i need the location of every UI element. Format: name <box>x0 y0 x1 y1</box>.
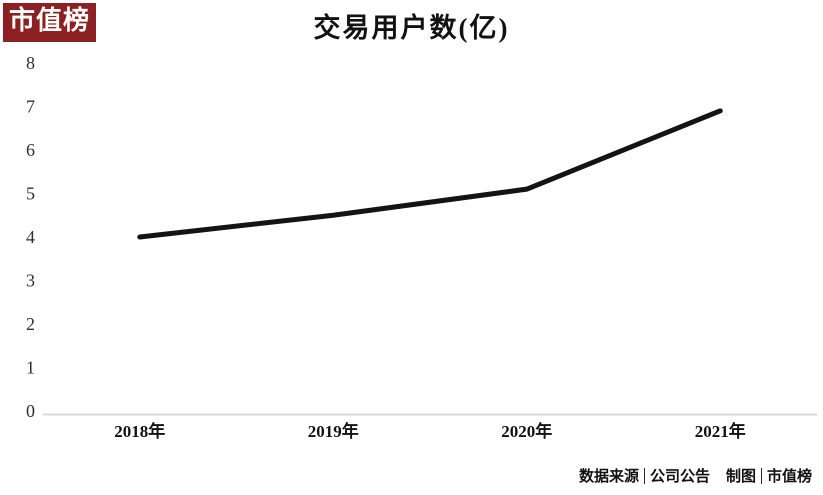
y-axis-tick-label: 5 <box>26 184 35 204</box>
credits: 数据来源 公司公告 制图 市值榜 <box>579 465 812 486</box>
credits-maker-label: 制图 <box>725 469 756 485</box>
y-axis-tick-label: 2 <box>26 314 35 334</box>
y-axis-tick-label: 4 <box>26 227 35 247</box>
shizhibang-logo: 市值榜 <box>3 3 97 42</box>
credits-divider-icon <box>643 467 645 484</box>
y-axis-tick-label: 7 <box>26 97 35 117</box>
y-axis-tick-label: 0 <box>26 401 35 421</box>
data-line <box>137 108 723 240</box>
credits-maker-value: 市值榜 <box>766 469 812 485</box>
credits-source-value: 公司公告 <box>649 469 710 485</box>
x-axis-tick-label: 2021年 <box>695 421 746 441</box>
y-axis-tick-label: 8 <box>26 53 35 73</box>
y-axis-tick-label: 1 <box>26 358 35 378</box>
y-axis-tick-label: 3 <box>26 271 35 291</box>
x-axis-tick-label: 2018年 <box>114 421 165 441</box>
credits-source-label: 数据来源 <box>578 469 639 485</box>
chart-title: 交易用户数(亿) <box>313 13 510 43</box>
x-axis-tick-label: 2019年 <box>308 421 359 441</box>
x-axis-tick-label: 2020年 <box>501 421 552 441</box>
credits-divider-icon <box>760 467 762 484</box>
y-axis-tick-label: 6 <box>26 140 35 160</box>
